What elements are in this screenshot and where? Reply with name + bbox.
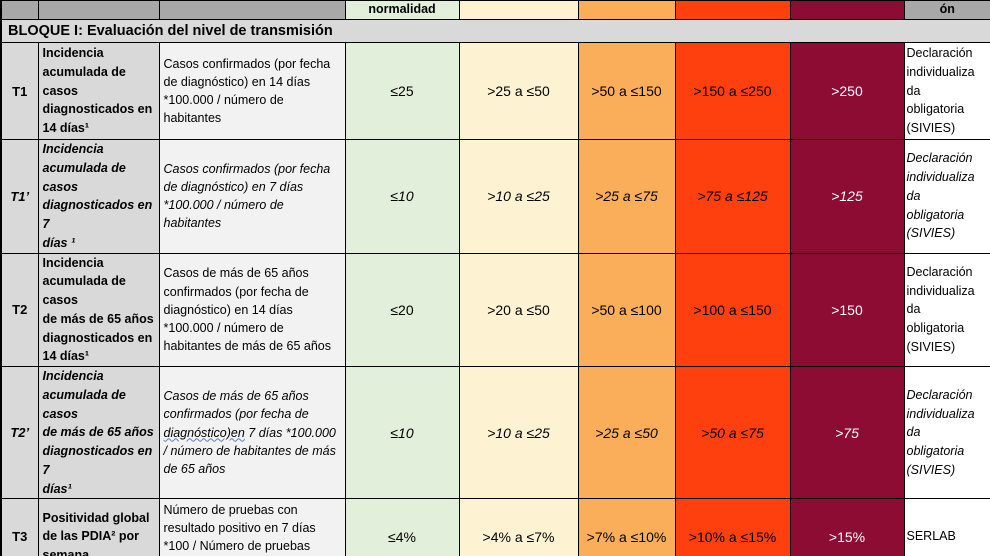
indicator-cell: Positividad global de las PDIA² por sema…	[37, 498, 160, 556]
threshold-cell-extreme: >250	[789, 42, 905, 140]
threshold-cell-normalidad: ≤10	[344, 139, 460, 254]
row-id-cell: T2’	[0, 365, 39, 500]
threshold-cell-normalidad: ≤4%	[344, 498, 460, 556]
header-low-risk-cell	[458, 0, 579, 20]
row-id-cell: T2	[0, 252, 39, 367]
threshold-cell-extreme: >15%	[789, 498, 905, 556]
system-cell: SERLAB	[903, 498, 990, 556]
indicator-cell: Incidencia acumulada de casos de más de …	[37, 365, 160, 500]
definition-cell: Casos de más de 65 años confirmados (por…	[158, 365, 346, 500]
threshold-cell-low: >10 a ≤25	[458, 365, 579, 500]
threshold-cell-low: >10 a ≤25	[458, 139, 579, 254]
system-cell: Declaración individualiza da obligatoria…	[903, 252, 990, 367]
definition-cell: Casos confirmados (por fecha de diagnóst…	[158, 139, 346, 254]
threshold-cell-high: >10% a ≤15%	[674, 498, 791, 556]
threshold-cell-medium: >25 a ≤50	[577, 365, 676, 500]
threshold-cell-normalidad: ≤10	[344, 365, 460, 500]
table-row-t2-prime: T2’ Incidencia acumulada de casos de más…	[0, 365, 990, 500]
definition-text-pre: Casos de más de 65 años confirmados (por…	[163, 389, 309, 422]
threshold-cell-extreme: >125	[789, 139, 905, 254]
section-title-row: BLOQUE I: Evaluación del nivel de transm…	[0, 19, 990, 43]
row-id-cell: T1’	[0, 139, 39, 254]
system-cell: Declaración individualiza da obligatoria…	[903, 139, 990, 254]
indicator-cell: Incidencia acumulada de casos diagnostic…	[37, 139, 160, 254]
threshold-cell-medium: >7% a ≤10%	[577, 498, 676, 556]
threshold-cell-low: >20 a ≤50	[458, 252, 579, 367]
header-medium-risk-cell	[577, 0, 676, 20]
threshold-cell-high: >150 a ≤250	[674, 42, 791, 140]
system-cell: Declaración individualiza da obligatoria…	[903, 42, 990, 140]
threshold-cell-normalidad: ≤20	[344, 252, 460, 367]
section-title: BLOQUE I: Evaluación del nivel de transm…	[0, 19, 990, 43]
threshold-cell-extreme: >75	[789, 365, 905, 500]
row-id-cell: T3	[0, 498, 39, 556]
definition-cell: Casos de más de 65 años confirmados (por…	[158, 252, 346, 367]
row-id-cell: T1	[0, 42, 39, 140]
header-high-risk-cell	[674, 0, 791, 20]
definition-text-spellcheck-underline: diagnóstico)en	[163, 425, 245, 440]
header-system-cell: ón	[903, 0, 990, 20]
table-row-t1-prime: T1’ Incidencia acumulada de casos diagno…	[0, 139, 990, 254]
threshold-cell-medium: >25 a ≤75	[577, 139, 676, 254]
threshold-cell-high: >75 a ≤125	[674, 139, 791, 254]
threshold-cell-low: >25 a ≤50	[458, 42, 579, 140]
threshold-cell-low: >4% a ≤7%	[458, 498, 579, 556]
table-row-t2: T2 Incidencia acumulada de casos de más …	[0, 252, 990, 367]
definition-text-post: 7 días *100.000 / número de habitantes d…	[163, 425, 336, 476]
header-normalidad-cell: normalidad	[344, 0, 460, 20]
header-extreme-risk-cell	[789, 0, 905, 20]
header-indicator-cell	[37, 0, 160, 20]
threshold-cell-medium: >50 a ≤100	[577, 252, 676, 367]
threshold-cell-high: >100 a ≤150	[674, 252, 791, 367]
definition-cell: Casos confirmados (por fecha de diagnóst…	[158, 42, 346, 140]
indicator-cell: Incidencia acumulada de casos diagnostic…	[37, 42, 160, 140]
threshold-cell-normalidad: ≤25	[344, 42, 460, 140]
table-row-t1: T1 Incidencia acumulada de casos diagnos…	[0, 42, 990, 140]
threshold-cell-extreme: >150	[789, 252, 905, 367]
indicator-cell: Incidencia acumulada de casos de más de …	[37, 252, 160, 367]
threshold-cell-high: >50 a ≤75	[674, 365, 791, 500]
table-row-t3: T3 Positividad global de las PDIA² por s…	[0, 498, 990, 556]
header-definition-cell	[158, 0, 346, 20]
header-id-cell	[0, 0, 39, 20]
definition-cell: Número de pruebas con resultado positivo…	[158, 498, 346, 556]
threshold-cell-medium: >50 a ≤150	[577, 42, 676, 140]
system-cell: Declaración individualiza da obligatoria…	[903, 365, 990, 500]
clipped-header-row: normalidad ón	[0, 0, 990, 20]
